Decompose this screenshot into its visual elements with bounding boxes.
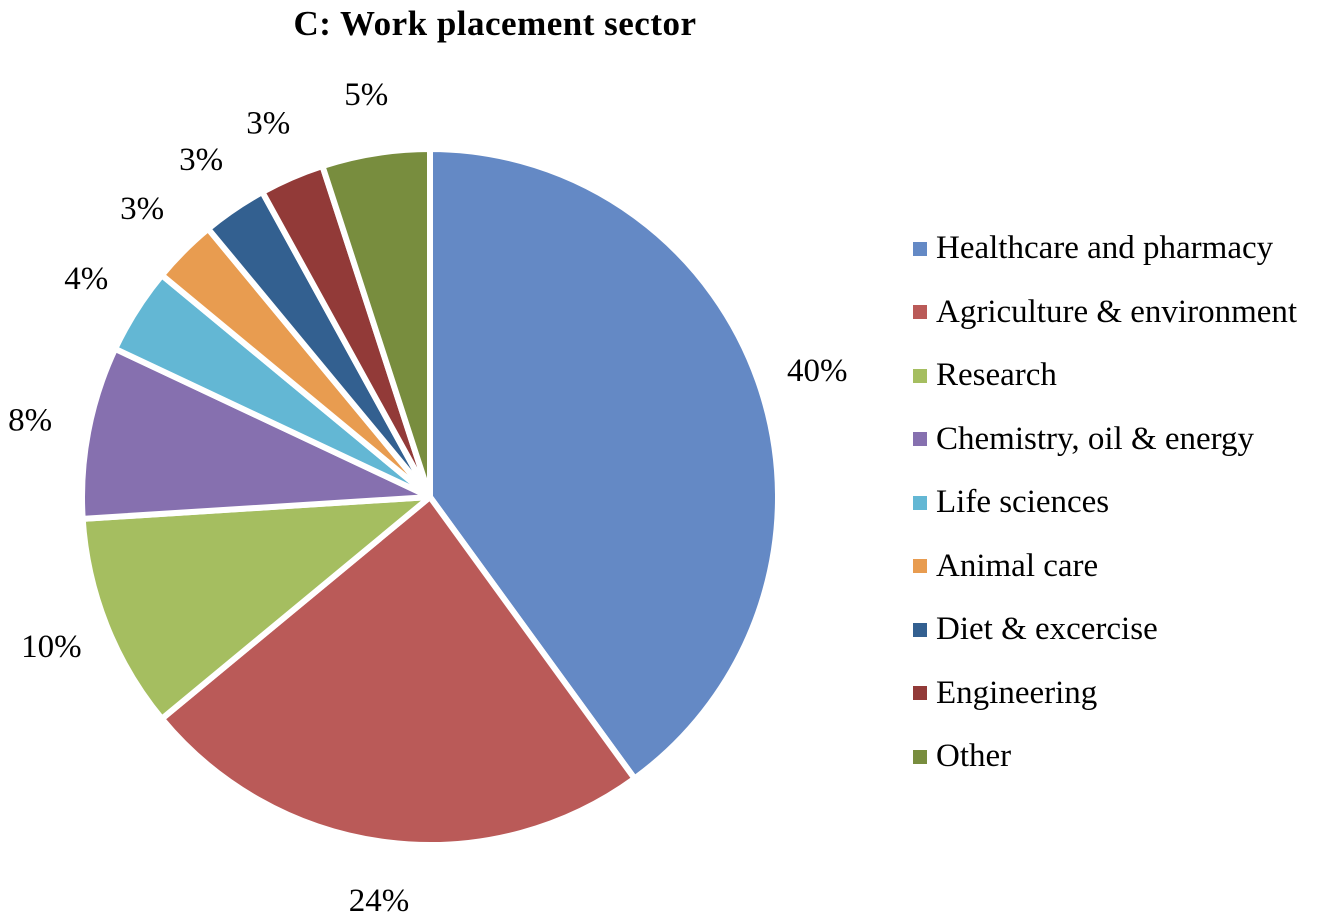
legend-item-engineering: Engineering	[913, 674, 1297, 711]
pie-value-label-other: 5%	[344, 77, 388, 113]
pie-value-label-engineering: 3%	[246, 105, 290, 141]
pie-value-label-chemistry-oil-energy: 8%	[8, 403, 52, 439]
legend-item-life-sciences: Life sciences	[913, 486, 1297, 519]
legend-label-animal-care: Animal care	[936, 547, 1099, 584]
pie-value-label-life-sciences: 4%	[64, 261, 108, 297]
legend: Healthcare and pharmacy Agriculture & env…	[913, 232, 1297, 804]
pie-value-label-agriculture-environment: 24%	[349, 883, 410, 917]
pie-value-label-research: 10%	[21, 629, 82, 665]
legend-label-agriculture-environment: Agriculture & environment	[936, 293, 1298, 330]
pie-slice-agriculture-environment	[158, 494, 638, 848]
legend-swatch-other	[913, 749, 927, 764]
legend-label-life-sciences: Life sciences	[936, 484, 1110, 520]
chart-title: C: Work placement sector	[293, 4, 697, 43]
legend-label-chemistry-oil-energy: Chemistry, oil & energy	[936, 420, 1255, 457]
legend-swatch-animal-care	[913, 559, 927, 573]
legend-label-diet-excercise: Diet & excercise	[936, 611, 1158, 647]
pie-slice-other	[319, 146, 433, 500]
legend-swatch-healthcare-and-pharmacy	[913, 241, 927, 256]
legend-swatch-engineering	[913, 686, 927, 700]
pie-slice-chemistry-oil-energy	[79, 345, 433, 522]
legend-label-other: Other	[936, 738, 1012, 774]
pie-slice-research	[79, 494, 433, 722]
legend-item-healthcare-and-pharmacy: Healthcare and pharmacy	[913, 232, 1297, 265]
legend-label-engineering: Engineering	[936, 674, 1098, 711]
pie-value-label-healthcare-and-pharmacy: 40%	[787, 353, 848, 389]
legend-swatch-diet-excercise	[913, 622, 927, 637]
legend-item-diet-excercise: Diet & excercise	[913, 613, 1297, 646]
legend-item-chemistry-oil-energy: Chemistry, oil & energy	[913, 420, 1297, 457]
legend-label-research: Research	[936, 357, 1057, 393]
legend-item-animal-care: Animal care	[913, 547, 1297, 584]
legend-item-research: Research	[913, 359, 1297, 392]
legend-label-healthcare-and-pharmacy: Healthcare and pharmacy	[936, 230, 1274, 266]
legend-swatch-research	[913, 368, 927, 383]
pie-slice-healthcare-and-pharmacy	[427, 146, 781, 782]
pie-value-label-diet-excercise: 3%	[179, 142, 223, 178]
pie-value-label-animal-care: 3%	[120, 191, 164, 227]
legend-item-other: Other	[913, 740, 1297, 773]
legend-swatch-chemistry-oil-energy	[913, 432, 927, 446]
legend-swatch-agriculture-environment	[913, 305, 927, 319]
legend-swatch-life-sciences	[913, 495, 927, 510]
legend-item-agriculture-environment: Agriculture & environment	[913, 293, 1298, 330]
